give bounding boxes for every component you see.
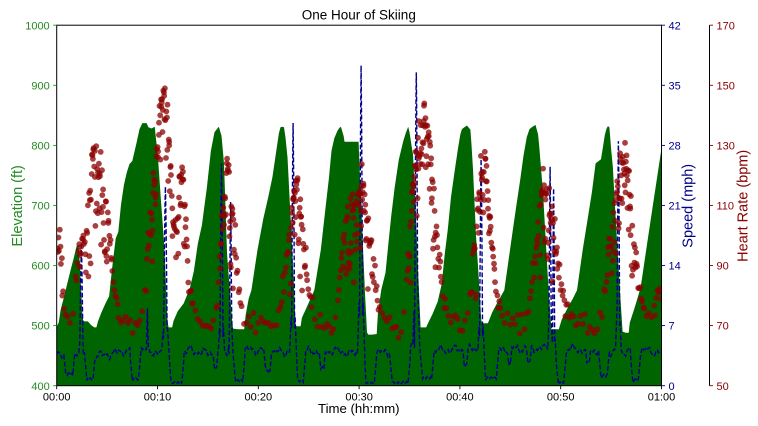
svg-text:130: 130 bbox=[717, 141, 735, 153]
svg-text:90: 90 bbox=[717, 261, 729, 273]
svg-text:14: 14 bbox=[669, 261, 681, 273]
svg-text:1000: 1000 bbox=[25, 20, 49, 32]
svg-text:800: 800 bbox=[31, 141, 49, 153]
svg-text:500: 500 bbox=[31, 321, 49, 333]
svg-text:One Hour of Skiing: One Hour of Skiing bbox=[302, 8, 416, 23]
svg-text:900: 900 bbox=[31, 80, 49, 92]
svg-text:Heart Rate (bpm): Heart Rate (bpm) bbox=[736, 150, 752, 262]
svg-text:01:00: 01:00 bbox=[648, 392, 676, 404]
svg-text:700: 700 bbox=[31, 201, 49, 213]
svg-text:00:40: 00:40 bbox=[446, 392, 474, 404]
svg-text:Elevation (ft): Elevation (ft) bbox=[10, 165, 26, 246]
svg-text:70: 70 bbox=[717, 321, 729, 333]
svg-text:42: 42 bbox=[669, 20, 681, 32]
svg-text:00:00: 00:00 bbox=[43, 392, 71, 404]
svg-text:35: 35 bbox=[669, 80, 681, 92]
svg-text:400: 400 bbox=[31, 381, 49, 393]
svg-text:150: 150 bbox=[717, 80, 735, 92]
svg-text:110: 110 bbox=[717, 201, 735, 213]
svg-text:00:30: 00:30 bbox=[345, 392, 373, 404]
svg-text:50: 50 bbox=[717, 381, 729, 393]
svg-text:00:20: 00:20 bbox=[245, 392, 273, 404]
svg-text:Time (hh:mm): Time (hh:mm) bbox=[318, 401, 400, 416]
svg-text:0: 0 bbox=[669, 381, 675, 393]
svg-text:Speed (mph): Speed (mph) bbox=[681, 164, 697, 248]
svg-text:21: 21 bbox=[669, 201, 681, 213]
svg-text:170: 170 bbox=[717, 20, 735, 32]
svg-text:00:10: 00:10 bbox=[144, 392, 172, 404]
svg-text:7: 7 bbox=[669, 321, 675, 333]
svg-text:600: 600 bbox=[31, 261, 49, 273]
svg-text:28: 28 bbox=[669, 141, 681, 153]
svg-text:00:50: 00:50 bbox=[547, 392, 575, 404]
